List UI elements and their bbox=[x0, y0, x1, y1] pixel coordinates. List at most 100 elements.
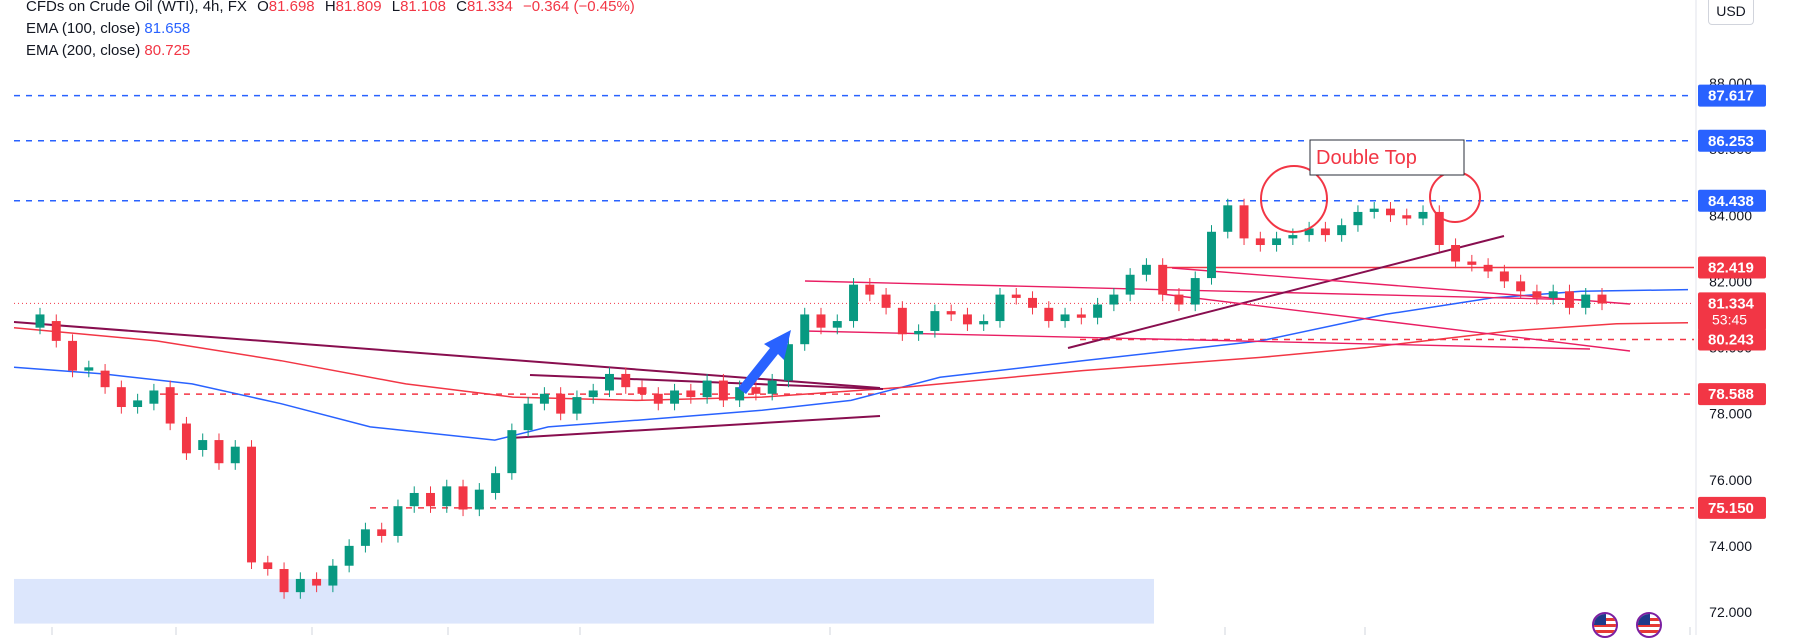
candle[interactable] bbox=[507, 430, 517, 474]
candle[interactable] bbox=[800, 314, 810, 345]
candle[interactable] bbox=[979, 321, 989, 325]
candle[interactable] bbox=[1141, 264, 1151, 275]
candle[interactable] bbox=[1483, 264, 1493, 272]
candle[interactable] bbox=[474, 489, 484, 510]
candle[interactable] bbox=[1581, 294, 1591, 308]
candle[interactable] bbox=[605, 373, 614, 391]
candle[interactable] bbox=[247, 446, 256, 563]
candle[interactable] bbox=[198, 440, 208, 450]
candle[interactable] bbox=[1011, 294, 1021, 298]
candle[interactable] bbox=[116, 387, 126, 408]
double-top-circle[interactable] bbox=[1260, 165, 1328, 233]
price-badge[interactable] bbox=[1698, 496, 1766, 519]
candle[interactable] bbox=[1418, 211, 1428, 219]
candle[interactable] bbox=[523, 403, 533, 431]
candle[interactable] bbox=[1272, 238, 1282, 246]
candle[interactable] bbox=[653, 393, 663, 404]
candle[interactable] bbox=[865, 284, 875, 295]
price-badge[interactable] bbox=[1698, 328, 1766, 351]
candle[interactable] bbox=[995, 294, 1005, 322]
candle[interactable] bbox=[230, 446, 240, 464]
candle[interactable] bbox=[849, 284, 859, 322]
candle[interactable] bbox=[1597, 294, 1607, 304]
candle[interactable] bbox=[279, 569, 289, 593]
trendline[interactable] bbox=[1161, 293, 1631, 352]
candle[interactable] bbox=[767, 380, 777, 394]
candle[interactable] bbox=[1434, 211, 1444, 246]
candle[interactable] bbox=[1288, 235, 1298, 239]
candle[interactable] bbox=[214, 440, 224, 464]
ema200-line[interactable] bbox=[13, 321, 1689, 402]
candle[interactable] bbox=[295, 578, 305, 593]
candle[interactable] bbox=[35, 314, 45, 328]
trendline[interactable] bbox=[13, 321, 881, 389]
candle[interactable] bbox=[881, 294, 891, 308]
candle[interactable] bbox=[458, 486, 468, 510]
candle[interactable] bbox=[1369, 208, 1379, 212]
trendline[interactable] bbox=[1067, 235, 1505, 349]
candle[interactable] bbox=[393, 506, 403, 536]
candle[interactable] bbox=[133, 400, 143, 408]
candle[interactable] bbox=[1028, 297, 1037, 308]
candle[interactable] bbox=[1548, 291, 1558, 298]
candle[interactable] bbox=[1499, 271, 1509, 282]
candle[interactable] bbox=[637, 387, 647, 394]
candle[interactable] bbox=[897, 307, 907, 335]
candle[interactable] bbox=[100, 370, 110, 388]
candle[interactable] bbox=[588, 390, 598, 398]
candle[interactable] bbox=[1044, 307, 1054, 322]
candle[interactable] bbox=[491, 473, 501, 493]
candle[interactable] bbox=[1532, 291, 1542, 298]
double-top-circle[interactable] bbox=[1429, 171, 1481, 223]
candle[interactable] bbox=[328, 565, 338, 586]
candle[interactable] bbox=[816, 314, 826, 328]
candle[interactable] bbox=[1076, 314, 1086, 318]
candle[interactable] bbox=[783, 344, 793, 381]
candle[interactable] bbox=[344, 545, 354, 566]
price-badge[interactable] bbox=[1698, 189, 1766, 212]
candle[interactable] bbox=[1386, 208, 1395, 216]
candle[interactable] bbox=[670, 390, 680, 404]
candle[interactable] bbox=[718, 380, 728, 401]
candle[interactable] bbox=[1255, 238, 1265, 246]
candle[interactable] bbox=[572, 397, 582, 414]
price-badge[interactable] bbox=[1698, 292, 1766, 331]
candle[interactable] bbox=[360, 529, 370, 546]
ema100-line[interactable] bbox=[13, 288, 1689, 441]
price-badge[interactable] bbox=[1698, 256, 1766, 279]
candle[interactable] bbox=[1402, 215, 1412, 219]
candle[interactable] bbox=[702, 380, 712, 398]
candle[interactable] bbox=[962, 314, 972, 325]
candle[interactable] bbox=[1109, 294, 1119, 305]
candle[interactable] bbox=[84, 367, 94, 371]
candle[interactable] bbox=[149, 390, 159, 404]
candle[interactable] bbox=[751, 387, 761, 394]
candle[interactable] bbox=[1304, 228, 1314, 236]
candle[interactable] bbox=[1320, 228, 1330, 236]
candle[interactable] bbox=[1223, 205, 1233, 232]
candle[interactable] bbox=[181, 423, 191, 454]
candle[interactable] bbox=[377, 529, 387, 536]
candle[interactable] bbox=[930, 311, 940, 331]
candle[interactable] bbox=[1516, 281, 1526, 292]
support-zone[interactable] bbox=[14, 578, 1154, 624]
us-flag-icon[interactable] bbox=[1592, 612, 1618, 638]
candle[interactable] bbox=[686, 390, 696, 398]
trendline[interactable] bbox=[509, 415, 881, 439]
annotation-box[interactable] bbox=[1309, 139, 1465, 176]
candle[interactable] bbox=[442, 486, 452, 507]
trendline[interactable] bbox=[1171, 267, 1631, 305]
candle[interactable] bbox=[914, 330, 924, 335]
currency-button[interactable]: USD bbox=[1708, 0, 1754, 25]
candle[interactable] bbox=[832, 321, 842, 328]
candle[interactable] bbox=[1174, 294, 1184, 305]
candle[interactable] bbox=[1564, 291, 1574, 308]
candle[interactable] bbox=[1158, 264, 1168, 295]
candle[interactable] bbox=[51, 321, 61, 341]
candle[interactable] bbox=[426, 492, 435, 507]
candle[interactable] bbox=[1467, 261, 1477, 265]
candle[interactable] bbox=[946, 311, 956, 315]
candle[interactable] bbox=[1190, 278, 1200, 305]
